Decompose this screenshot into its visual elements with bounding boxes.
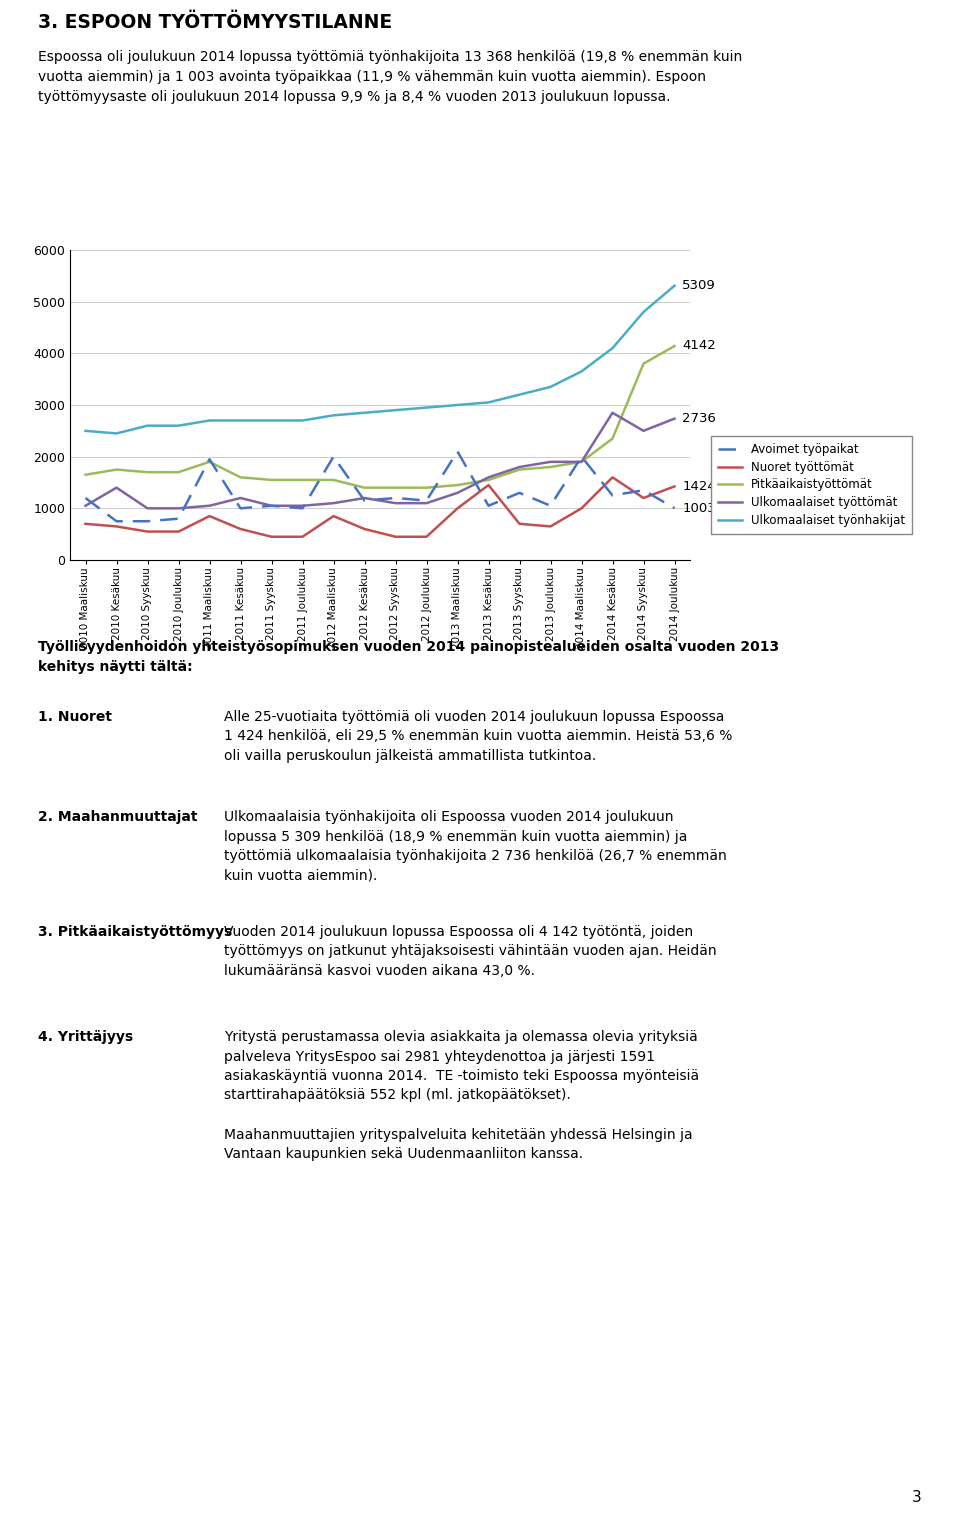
Text: Yritystä perustamassa olevia asiakkaita ja olemassa olevia yrityksiä
palveleva Y: Yritystä perustamassa olevia asiakkaita …: [224, 1030, 699, 1161]
Text: Alle 25-vuotiaita työttömiä oli vuoden 2014 joulukuun lopussa Espoossa
1 424 hen: Alle 25-vuotiaita työttömiä oli vuoden 2…: [224, 710, 732, 764]
Text: 2. Maahanmuuttajat: 2. Maahanmuuttajat: [38, 811, 198, 824]
Text: Espoossa oli joulukuun 2014 lopussa työttömiä työnhakijoita 13 368 henkilöä (19,: Espoossa oli joulukuun 2014 lopussa työt…: [38, 50, 742, 103]
Text: 1. Nuoret: 1. Nuoret: [38, 710, 112, 724]
Text: Työllisyydenhoidon yhteistyösopimuksen vuoden 2014 painopistealueiden osalta vuo: Työllisyydenhoidon yhteistyösopimuksen v…: [38, 640, 780, 674]
Text: 4142: 4142: [683, 339, 716, 353]
Text: 3. ESPOON TYÖTTÖMYYSTILANNE: 3. ESPOON TYÖTTÖMYYSTILANNE: [38, 12, 392, 32]
Text: 3: 3: [912, 1491, 922, 1504]
Text: 1424: 1424: [683, 481, 716, 493]
Text: 3. Pitkäaikaistyöttömyys: 3. Pitkäaikaistyöttömyys: [38, 925, 232, 938]
Legend: Avoimet työpaikat, Nuoret työttömät, Pitkäaikaistyöttömät, Ulkomaalaiset työttöm: Avoimet työpaikat, Nuoret työttömät, Pit…: [711, 437, 912, 534]
Text: 5309: 5309: [683, 280, 716, 292]
Text: 2736: 2736: [683, 412, 716, 426]
Text: Vuoden 2014 joulukuun lopussa Espoossa oli 4 142 työtöntä, joiden
työttömyys on : Vuoden 2014 joulukuun lopussa Espoossa o…: [224, 925, 716, 978]
Text: 4. Yrittäjyys: 4. Yrittäjyys: [38, 1030, 133, 1043]
Text: 1003: 1003: [683, 502, 716, 514]
Text: Ulkomaalaisia työnhakijoita oli Espoossa vuoden 2014 joulukuun
lopussa 5 309 hen: Ulkomaalaisia työnhakijoita oli Espoossa…: [224, 811, 727, 882]
